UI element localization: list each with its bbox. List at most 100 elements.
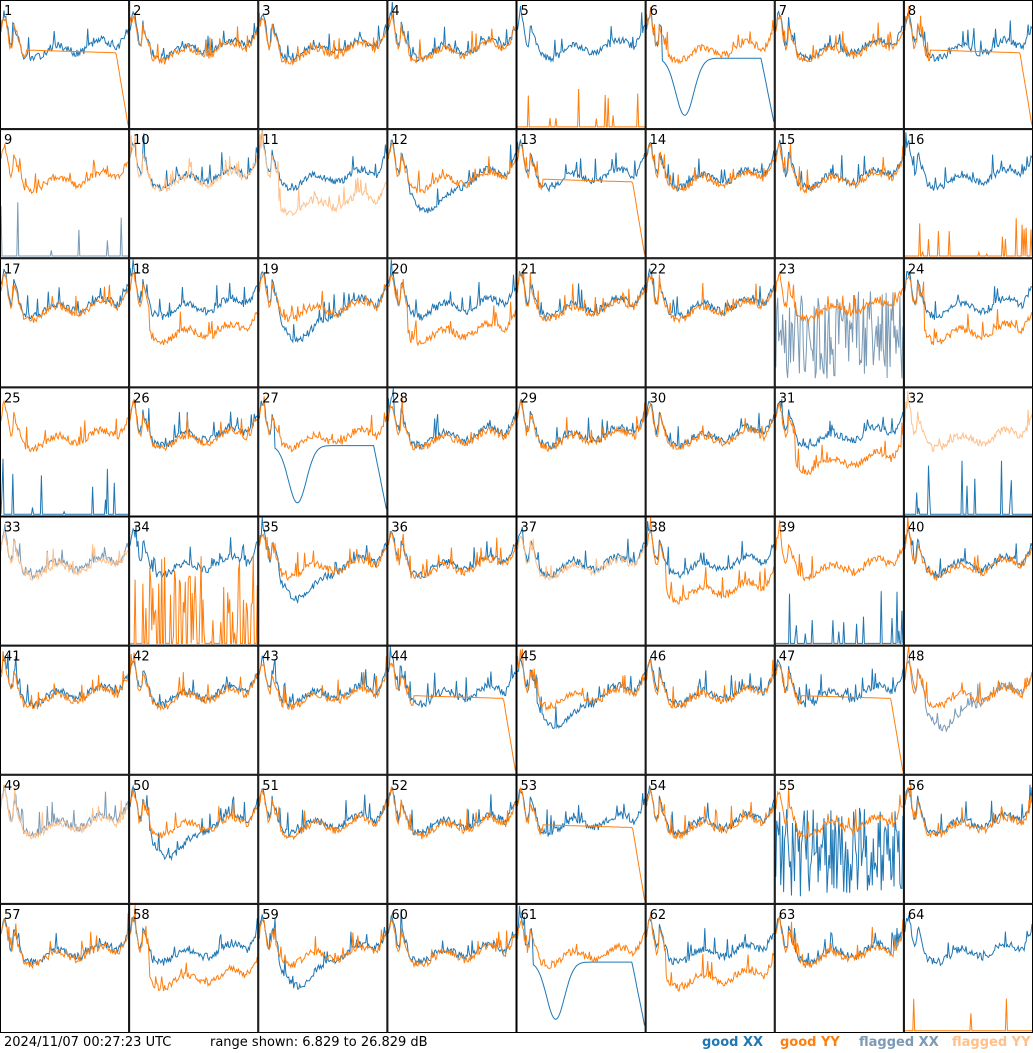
panel-border xyxy=(258,645,388,775)
series-xx-27 xyxy=(258,400,387,510)
series-xx-62 xyxy=(646,917,775,966)
panel-border xyxy=(258,258,388,388)
series-yy-55 xyxy=(775,787,904,840)
series-yy-25 xyxy=(0,399,129,453)
legend-flagged-yy: flagged YY xyxy=(952,1035,1031,1050)
panel-18: 18 xyxy=(129,258,259,388)
panel-13: 13 xyxy=(516,129,646,259)
series-yy-34 xyxy=(130,554,258,646)
panel-border xyxy=(258,129,388,259)
series-yy-42 xyxy=(129,652,258,712)
series-xx-14 xyxy=(646,141,775,192)
panel-6: 6 xyxy=(645,0,775,130)
panel-border xyxy=(774,645,904,775)
panel-border xyxy=(645,516,775,646)
panel-number: 32 xyxy=(908,391,925,406)
series-yy-51 xyxy=(258,789,387,841)
panel-10: 10 xyxy=(129,129,259,259)
series-yy-49 xyxy=(0,784,129,840)
panel-border xyxy=(258,0,388,130)
panel-number: 2 xyxy=(133,4,141,19)
panel-number: 34 xyxy=(133,521,150,536)
panel-46: 46 xyxy=(645,645,775,775)
series-xx-29 xyxy=(517,398,645,450)
series-yy-23 xyxy=(775,270,904,324)
panel-24: 24 xyxy=(903,258,1033,388)
panel-number: 13 xyxy=(521,133,538,148)
panel-border xyxy=(387,387,517,517)
panel-border xyxy=(387,0,517,130)
panel-number: 49 xyxy=(4,779,21,794)
panel-border xyxy=(903,903,1033,1033)
panel-number: 33 xyxy=(4,521,21,536)
panel-31: 31 xyxy=(774,387,904,517)
panel-number: 26 xyxy=(133,391,150,406)
panel-border xyxy=(0,645,130,775)
panel-30: 30 xyxy=(645,387,775,517)
series-xx-25 xyxy=(0,458,129,515)
panel-58: 58 xyxy=(129,903,259,1033)
series-yy-4 xyxy=(387,14,516,65)
panel-60: 60 xyxy=(387,903,517,1033)
panel-number: 21 xyxy=(521,262,538,277)
series-yy-2 xyxy=(129,14,258,65)
panel-number: 28 xyxy=(391,391,408,406)
series-xx-3 xyxy=(258,13,387,63)
panel-number: 40 xyxy=(908,521,925,536)
panel-border xyxy=(516,774,646,904)
series-xx-38 xyxy=(646,521,775,579)
panel-62: 62 xyxy=(645,903,775,1033)
panel-number: 22 xyxy=(650,262,667,277)
panel-number: 9 xyxy=(4,133,12,148)
series-yy-20 xyxy=(388,272,516,347)
panel-number: 31 xyxy=(779,391,796,406)
panel-border xyxy=(387,645,517,775)
panel-53: 53 xyxy=(516,774,646,904)
panel-border xyxy=(0,903,130,1033)
panel-border xyxy=(774,258,904,388)
panel-number: 4 xyxy=(391,4,399,19)
legend-good-yy: good YY xyxy=(780,1035,840,1050)
series-xx-30 xyxy=(646,401,775,450)
panel-33: 33 xyxy=(0,516,130,646)
panel-57: 57 xyxy=(0,903,130,1033)
panel-number: 1 xyxy=(4,4,12,19)
panel-42: 42 xyxy=(129,645,259,775)
series-yy-38 xyxy=(646,517,775,605)
panel-border xyxy=(129,903,259,1033)
panel-55: 55 xyxy=(774,774,904,904)
panel-number: 62 xyxy=(650,908,667,923)
series-yy-50 xyxy=(129,788,258,840)
panel-49: 49 xyxy=(0,774,130,904)
series-xx-58 xyxy=(129,915,258,966)
panel-47: 47 xyxy=(774,645,904,775)
panel-number: 24 xyxy=(908,262,925,277)
series-yy-60 xyxy=(387,918,516,969)
panel-56: 56 xyxy=(903,774,1033,904)
panel-1: 1 xyxy=(0,0,130,130)
panel-number: 46 xyxy=(650,650,667,665)
panel-35: 35 xyxy=(258,516,388,646)
panel-23: 23 xyxy=(774,258,904,388)
series-yy-22 xyxy=(646,272,775,324)
panel-16: 16 xyxy=(903,129,1033,259)
panel-border xyxy=(774,903,904,1033)
series-yy-31 xyxy=(775,403,904,476)
panel-border xyxy=(129,516,259,646)
series-xx-39 xyxy=(775,591,904,644)
panel-number: 23 xyxy=(779,262,796,277)
series-xx-61 xyxy=(517,905,646,1026)
panel-border xyxy=(645,903,775,1033)
series-yy-30 xyxy=(646,402,774,450)
series-xx-59 xyxy=(258,914,387,990)
panel-border xyxy=(129,645,259,775)
series-xx-13 xyxy=(517,139,646,193)
panel-number: 10 xyxy=(133,133,150,148)
panel-63: 63 xyxy=(774,903,904,1033)
series-yy-9 xyxy=(0,143,129,195)
panel-number: 48 xyxy=(908,650,925,665)
panel-number: 29 xyxy=(521,391,538,406)
series-xx-23 xyxy=(775,291,904,379)
series-xx-51 xyxy=(258,787,387,838)
panel-22: 22 xyxy=(645,258,775,388)
